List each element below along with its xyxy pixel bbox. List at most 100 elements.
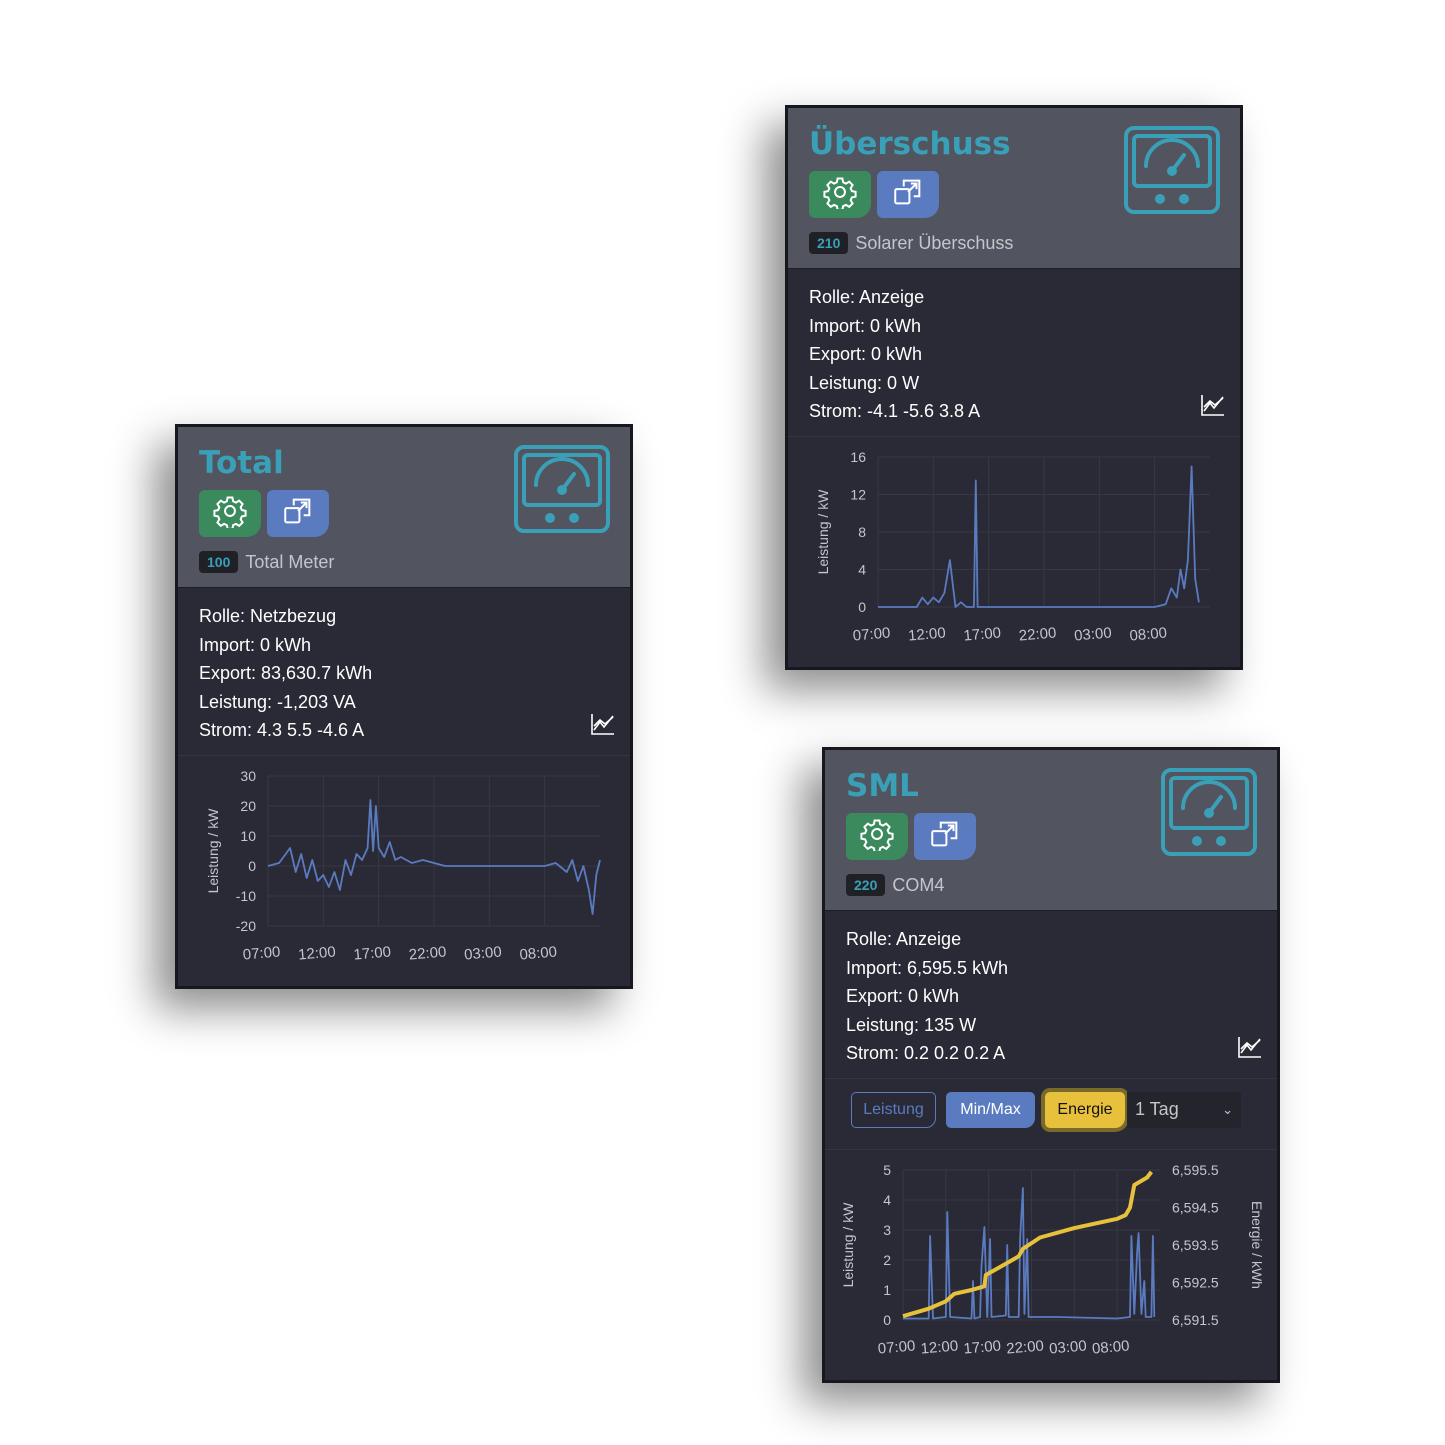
open-details-button[interactable] [877,171,939,218]
meter-name: Solarer Überschuss [855,232,1014,253]
y-axis-label: Leistung / kW [815,488,831,574]
line-chart-icon[interactable] [1200,393,1226,426]
external-window-icon [928,817,962,856]
leistung-button[interactable]: Leistung [851,1091,936,1128]
minmax-button[interactable]: Min/Max [946,1091,1035,1128]
info-line: Rolle: Anzeige [809,287,925,307]
y-tick-label: 0 [858,599,866,615]
y-tick-label: 4 [883,1192,891,1208]
meter-card-total: Total 100 Total Meter Rolle: Netzbezug Imp… [175,424,633,989]
gauge-meter-icon [514,445,610,538]
x-tick-label: 07:00 [877,1337,916,1357]
range-value: 1 Tag [1135,1099,1179,1119]
info-line: Leistung: -1,203 VA [199,691,356,712]
open-details-button[interactable] [267,490,329,537]
gear-icon [860,817,894,856]
info-line: Rolle: Netzbezug [199,606,337,626]
x-tick-label: 17:00 [353,943,392,963]
series-line-energie [902,1170,1153,1318]
info-line: Import: 6,595.5 kWh [846,957,1009,978]
y-tick-label: 0 [883,1312,891,1328]
card-header: Total 100 Total Meter [178,427,630,588]
info-line: Strom: -4.1 -5.6 3.8 A [809,401,981,421]
info-line: Export: 0 kWh [846,986,960,1006]
x-tick-label: 22:00 [1006,1337,1045,1357]
y-tick-label: 1 [883,1282,891,1298]
chart-ueberschuss: 16 12 8 4 0 07:00 12:00 17:00 22:00 03:00 08:00 Lei… [815,449,1210,644]
y2-tick-label: 6,592.5 [1172,1274,1219,1290]
meter-info: Rolle: Anzeige Import: 0 kWh Export: 0 kWh… [788,269,1240,437]
y2-tick-label: 6,593.5 [1172,1237,1219,1253]
y-tick-label: 30 [240,768,256,784]
x-tick-label: 17:00 [963,624,1002,644]
x-tick-label: 07:00 [242,943,281,963]
x-tick-label: 08:00 [519,943,558,963]
x-tick-label: 17:00 [963,1337,1002,1357]
x-tick-label: 03:00 [463,943,502,963]
x-tick-label: 03:00 [1048,1337,1087,1357]
info-line: Leistung: 0 W [809,372,920,393]
card-title[interactable]: Total [199,445,284,481]
info-line: Strom: 4.3 5.5 -4.6 A [199,720,365,740]
y-tick-label: 2 [883,1252,891,1268]
card-header: Überschuss 210 Solarer Überschuss [788,108,1240,269]
info-line: Strom: 0.2 0.2 0.2 A [846,1043,1006,1063]
chevron-down-icon: ⌄ [1222,1101,1233,1117]
y-tick-label: 3 [883,1222,891,1238]
gear-icon [213,494,247,533]
meter-card-ueberschuss: Überschuss 210 Solarer Überschuss Rolle: … [785,105,1243,670]
y-tick-label: -20 [236,918,256,934]
card-title[interactable]: Überschuss [809,126,1011,162]
meter-id-badge: 220 [846,874,886,896]
meter-name: Total Meter [245,551,335,572]
meter-card-sml: SML 220 COM4 Rolle: Anzeige Import: 6,595.… [822,747,1280,1383]
y-tick-label: 12 [850,486,866,502]
meter-name: COM4 [892,874,945,895]
x-tick-label: 12:00 [920,1337,959,1357]
info-line: Export: 0 kWh [809,344,923,364]
settings-button[interactable] [846,813,908,860]
y2-tick-label: 6,594.5 [1172,1199,1219,1215]
x-tick-label: 12:00 [297,943,336,963]
open-details-button[interactable] [914,813,976,860]
gauge-meter-icon [1124,126,1220,219]
info-line: Import: 0 kWh [809,315,922,336]
y2-axis-label: Energie / kWh [1249,1201,1265,1289]
line-chart-icon[interactable] [1237,1035,1263,1068]
series-line-power [878,465,1200,608]
x-tick-label: 08:00 [1091,1337,1130,1357]
meter-info: Rolle: Netzbezug Import: 0 kWh Export: 83,… [178,588,630,756]
y-tick-label: 4 [858,561,866,577]
info-line: Import: 0 kWh [199,634,312,655]
chart-controls: Leistung Min/Max Energie 1 Tag ⌄ [825,1079,1277,1150]
y-tick-label: 5 [883,1162,891,1178]
settings-button[interactable] [199,490,261,537]
meter-id-badge: 100 [199,551,239,573]
y-tick-label: 10 [240,828,256,844]
series-line-leistung [903,1186,1156,1319]
y-axis-label: Leistung / kW [205,807,221,893]
y2-tick-label: 6,595.5 [1172,1162,1219,1178]
settings-button[interactable] [809,171,871,218]
x-tick-label: 22:00 [1018,624,1057,644]
x-tick-label: 07:00 [852,624,891,644]
info-line: Rolle: Anzeige [846,929,962,949]
meter-info: Rolle: Anzeige Import: 6,595.5 kWh Export:… [825,911,1277,1079]
energie-button[interactable]: Energie [1045,1091,1125,1128]
series-line-power [267,798,601,915]
x-tick-label: 08:00 [1129,624,1168,644]
y-tick-label: -10 [236,888,256,904]
x-tick-label: 22:00 [408,943,447,963]
card-title[interactable]: SML [846,768,919,804]
range-select[interactable]: 1 Tag ⌄ [1127,1091,1241,1128]
y-tick-label: 16 [850,449,866,465]
line-chart-icon[interactable] [590,712,616,745]
y-tick-label: 0 [248,858,256,874]
x-tick-label: 03:00 [1073,624,1112,644]
x-tick-label: 12:00 [907,624,946,644]
external-window-icon [891,175,925,214]
y-tick-label: 20 [240,798,256,814]
gauge-meter-icon [1161,768,1257,861]
y-tick-label: 8 [858,524,866,540]
external-window-icon [281,494,315,533]
